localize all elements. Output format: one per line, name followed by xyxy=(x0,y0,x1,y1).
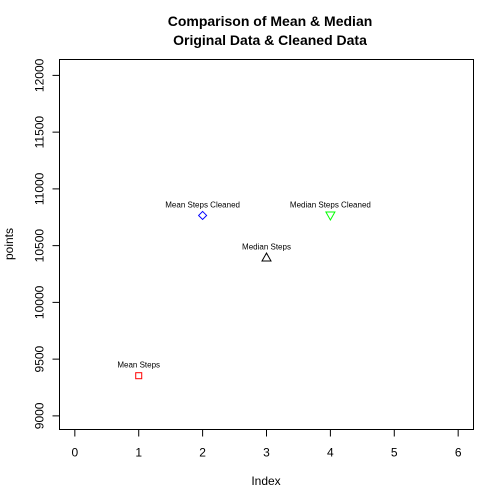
y-tick-label: 10500 xyxy=(33,229,47,263)
point-marker-triangle-down xyxy=(325,211,336,221)
y-tick-label: 12000 xyxy=(33,58,47,92)
y-axis-label: points xyxy=(2,228,16,260)
x-tick-label: 5 xyxy=(391,446,398,460)
x-tick-label: 2 xyxy=(199,446,206,460)
point-label: Mean Steps Cleaned xyxy=(165,200,240,209)
x-tick-label: 0 xyxy=(71,446,78,460)
chart-title-line-1: Comparison of Mean & Median xyxy=(168,13,373,29)
x-tick-label: 3 xyxy=(263,446,270,460)
data-points: Mean Steps Mean Steps Cleaned Median Steps… xyxy=(117,200,371,380)
y-axis: 9000 9500 10000 10500 11000 11500 12000 xyxy=(33,58,60,429)
y-tick-label: 11000 xyxy=(33,172,47,205)
x-tick-label: 1 xyxy=(135,446,142,460)
y-tick-label: 9500 xyxy=(33,345,47,372)
chart-title-line-2: Original Data & Cleaned Data xyxy=(173,32,367,48)
x-tick-label: 6 xyxy=(455,446,462,460)
y-tick-label: 11500 xyxy=(33,116,47,149)
point-marker-triangle-up xyxy=(261,252,272,262)
x-axis-label: Index xyxy=(251,474,280,488)
point-label: Median Steps xyxy=(242,243,291,252)
y-tick-label: 9000 xyxy=(33,402,47,429)
y-tick-label: 10000 xyxy=(33,285,47,319)
x-tick-label: 4 xyxy=(327,446,334,460)
point-marker-diamond xyxy=(197,210,208,221)
point-label: Mean Steps xyxy=(117,361,160,370)
point-marker-square xyxy=(135,372,143,380)
x-axis: 0 1 2 3 4 5 6 xyxy=(71,429,462,460)
point-label: Median Steps Cleaned xyxy=(290,200,371,209)
